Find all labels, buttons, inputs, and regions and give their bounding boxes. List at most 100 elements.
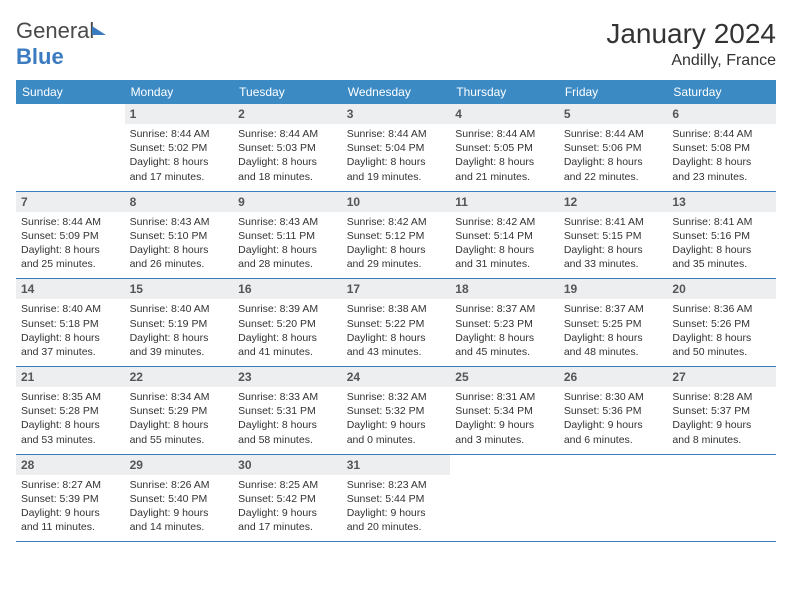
day-cell: 26Sunrise: 8:30 AMSunset: 5:36 PMDayligh… — [559, 367, 668, 454]
day-content: Sunrise: 8:34 AMSunset: 5:29 PMDaylight:… — [130, 390, 229, 447]
logo-sail-icon — [92, 26, 106, 35]
day-content: Sunrise: 8:40 AMSunset: 5:18 PMDaylight:… — [21, 302, 120, 359]
week-row: 21 Sunrise: 8:35 AMSunset: 5:28 PMDayligh… — [16, 367, 776, 455]
day-line: Sunrise: 8:41 AM — [564, 215, 663, 229]
day-content: Sunrise: 8:38 AMSunset: 5:22 PMDaylight:… — [347, 302, 446, 359]
day-line: Sunset: 5:39 PM — [21, 492, 120, 506]
day-line: Sunset: 5:16 PM — [672, 229, 771, 243]
day-cell — [559, 455, 668, 542]
day-line: Daylight: 8 hours — [564, 331, 663, 345]
day-line: Sunset: 5:20 PM — [238, 317, 337, 331]
day-line: Daylight: 9 hours — [238, 506, 337, 520]
day-line: Daylight: 8 hours — [672, 155, 771, 169]
day-cell: 30 Sunrise: 8:25 AMSunset: 5:42 PMDayligh… — [233, 455, 342, 542]
day-number: 30 — [233, 455, 342, 475]
day-content: Sunrise: 8:33 AMSunset: 5:31 PMDaylight:… — [238, 390, 337, 447]
day-line: Daylight: 8 hours — [347, 331, 446, 345]
day-cell: 27Sunrise: 8:28 AMSunset: 5:37 PMDayligh… — [667, 367, 776, 454]
day-line: Daylight: 8 hours — [238, 155, 337, 169]
day-cell: 21 Sunrise: 8:35 AMSunset: 5:28 PMDayligh… — [16, 367, 125, 454]
month-title: January 2024 — [606, 18, 776, 50]
day-cell: 15 Sunrise: 8:40 AMSunset: 5:19 PMDayligh… — [125, 279, 234, 366]
weeks-container: 1Sunrise: 8:44 AMSunset: 5:02 PMDaylight… — [16, 104, 776, 542]
day-content: Sunrise: 8:39 AMSunset: 5:20 PMDaylight:… — [238, 302, 337, 359]
day-line: Sunrise: 8:37 AM — [564, 302, 663, 316]
day-content: Sunrise: 8:35 AMSunset: 5:28 PMDaylight:… — [21, 390, 120, 447]
day-line: Sunset: 5:25 PM — [564, 317, 663, 331]
day-number: 7 — [16, 192, 125, 212]
dow-thu: Thursday — [450, 80, 559, 104]
day-cell: 19Sunrise: 8:37 AMSunset: 5:25 PMDayligh… — [559, 279, 668, 366]
day-cell: 16Sunrise: 8:39 AMSunset: 5:20 PMDayligh… — [233, 279, 342, 366]
day-line: and 22 minutes. — [564, 170, 663, 184]
day-line: Sunrise: 8:33 AM — [238, 390, 337, 404]
day-content: Sunrise: 8:41 AMSunset: 5:16 PMDaylight:… — [672, 215, 771, 272]
day-cell: 14 Sunrise: 8:40 AMSunset: 5:18 PMDayligh… — [16, 279, 125, 366]
day-line: and 25 minutes. — [21, 257, 120, 271]
day-line: Sunset: 5:10 PM — [130, 229, 229, 243]
day-number: 29 — [125, 455, 234, 475]
dow-fri: Friday — [559, 80, 668, 104]
day-line: Sunset: 5:19 PM — [130, 317, 229, 331]
day-line: Sunrise: 8:44 AM — [238, 127, 337, 141]
day-line: Sunrise: 8:44 AM — [347, 127, 446, 141]
day-number: 17 — [342, 279, 451, 299]
day-content: Sunrise: 8:28 AMSunset: 5:37 PMDaylight:… — [672, 390, 771, 447]
day-number: 14 — [16, 279, 125, 299]
day-content: Sunrise: 8:43 AMSunset: 5:11 PMDaylight:… — [238, 215, 337, 272]
day-line: Sunrise: 8:31 AM — [455, 390, 554, 404]
dow-mon: Monday — [125, 80, 234, 104]
day-content: Sunrise: 8:40 AMSunset: 5:19 PMDaylight:… — [130, 302, 229, 359]
day-line: Sunrise: 8:44 AM — [130, 127, 229, 141]
day-number: 26 — [559, 367, 668, 387]
day-line: Sunset: 5:32 PM — [347, 404, 446, 418]
day-line: Sunset: 5:42 PM — [238, 492, 337, 506]
day-line: and 21 minutes. — [455, 170, 554, 184]
day-number: 1 — [125, 104, 234, 124]
day-line: Sunrise: 8:35 AM — [21, 390, 120, 404]
day-content: Sunrise: 8:36 AMSunset: 5:26 PMDaylight:… — [672, 302, 771, 359]
day-cell: 18Sunrise: 8:37 AMSunset: 5:23 PMDayligh… — [450, 279, 559, 366]
day-number: 21 — [16, 367, 125, 387]
day-line: Sunrise: 8:25 AM — [238, 478, 337, 492]
day-line: and 45 minutes. — [455, 345, 554, 359]
day-number: 12 — [559, 192, 668, 212]
day-content: Sunrise: 8:44 AMSunset: 5:03 PMDaylight:… — [238, 127, 337, 184]
day-line: Sunrise: 8:38 AM — [347, 302, 446, 316]
day-line: Sunset: 5:06 PM — [564, 141, 663, 155]
day-cell: 8Sunrise: 8:43 AMSunset: 5:10 PMDaylight… — [125, 192, 234, 279]
title-block: January 2024 Andilly, France — [606, 18, 776, 70]
day-line: Sunrise: 8:41 AM — [672, 215, 771, 229]
day-number: 5 — [559, 104, 668, 124]
day-line: Sunrise: 8:27 AM — [21, 478, 120, 492]
day-cell: 22Sunrise: 8:34 AMSunset: 5:29 PMDayligh… — [125, 367, 234, 454]
dow-row: Sunday Monday Tuesday Wednesday Thursday… — [16, 80, 776, 104]
day-line: and 37 minutes. — [21, 345, 120, 359]
day-line: and 19 minutes. — [347, 170, 446, 184]
day-content: Sunrise: 8:41 AMSunset: 5:15 PMDaylight:… — [564, 215, 663, 272]
day-cell: 23Sunrise: 8:33 AMSunset: 5:31 PMDayligh… — [233, 367, 342, 454]
day-number: 28 — [16, 455, 125, 475]
day-line: Daylight: 8 hours — [455, 243, 554, 257]
day-cell: 1Sunrise: 8:44 AMSunset: 5:02 PMDaylight… — [125, 104, 234, 191]
day-line: and 17 minutes. — [238, 520, 337, 534]
day-line: and 11 minutes. — [21, 520, 120, 534]
day-line: Daylight: 8 hours — [21, 243, 120, 257]
day-cell: 11Sunrise: 8:42 AMSunset: 5:14 PMDayligh… — [450, 192, 559, 279]
day-line: Daylight: 8 hours — [238, 331, 337, 345]
day-line: Sunrise: 8:44 AM — [21, 215, 120, 229]
day-number: 15 — [125, 279, 234, 299]
day-line: Daylight: 8 hours — [130, 418, 229, 432]
day-line: Sunrise: 8:30 AM — [564, 390, 663, 404]
day-content: Sunrise: 8:27 AMSunset: 5:39 PMDaylight:… — [21, 478, 120, 535]
day-line: Daylight: 9 hours — [347, 418, 446, 432]
day-cell: 24Sunrise: 8:32 AMSunset: 5:32 PMDayligh… — [342, 367, 451, 454]
day-content: Sunrise: 8:43 AMSunset: 5:10 PMDaylight:… — [130, 215, 229, 272]
day-line: Daylight: 8 hours — [238, 243, 337, 257]
day-line: and 35 minutes. — [672, 257, 771, 271]
day-line: Sunset: 5:36 PM — [564, 404, 663, 418]
day-line: and 14 minutes. — [130, 520, 229, 534]
day-line: Sunrise: 8:39 AM — [238, 302, 337, 316]
day-line: Daylight: 8 hours — [347, 155, 446, 169]
location: Andilly, France — [606, 52, 776, 70]
